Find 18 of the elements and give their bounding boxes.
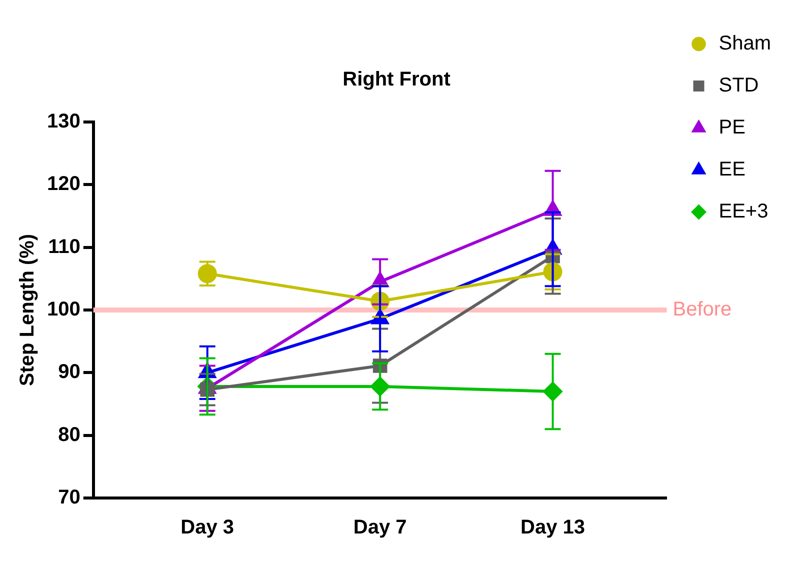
legend-label: EE (718, 158, 746, 181)
x-tick-label: Day 13 (520, 516, 586, 539)
y-tick-label: 80 (58, 424, 80, 446)
ref-line-label: Before (672, 298, 732, 321)
y-axis-title: Step Length (%) (16, 234, 39, 386)
y-tick-label: 70 (58, 486, 80, 509)
y-tick-label: 130 (46, 110, 80, 133)
legend-label: STD (718, 74, 759, 97)
x-tick-label: Day 3 (180, 516, 234, 539)
legend-label: EE+3 (718, 200, 768, 223)
y-tick-label: 100 (46, 298, 80, 321)
y-tick-label: 120 (46, 173, 80, 196)
y-tick-label: 110 (48, 236, 80, 258)
chart-title: Right Front (342, 68, 451, 91)
legend-label: Sham (718, 32, 772, 55)
x-tick-label: Day 7 (353, 516, 407, 539)
legend-label: PE (718, 116, 746, 139)
y-tick-label: 90 (58, 361, 80, 384)
